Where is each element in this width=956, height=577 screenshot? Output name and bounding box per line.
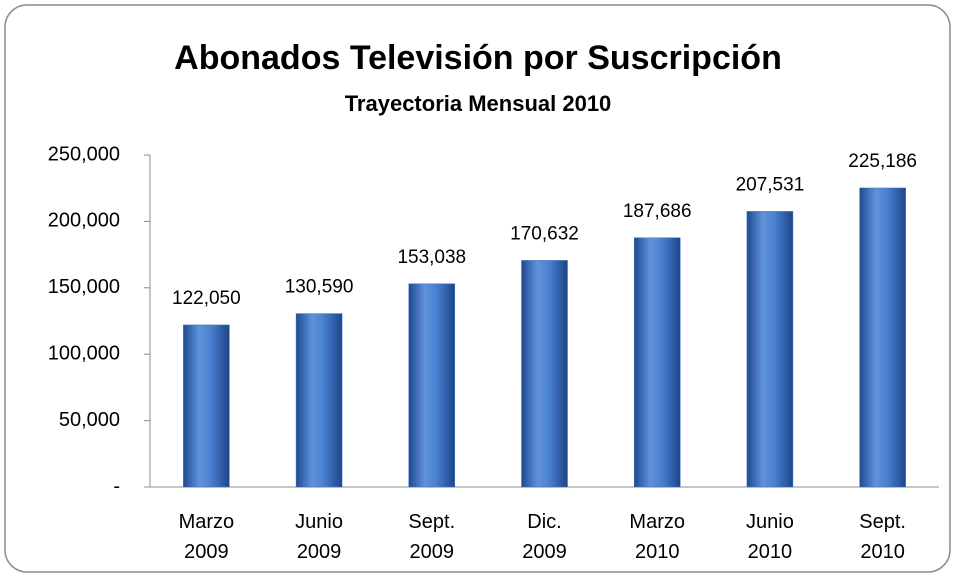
chart-subtitle: Trayectoria Mensual 2010 [345,91,612,116]
y-tick-label: 150,000 [48,276,120,298]
bar [183,324,230,488]
y-tick-label: 50,000 [59,409,120,431]
x-tick-label: Sept. 2010 [859,511,906,563]
y-tick-label: 200,000 [48,210,120,232]
value-label: 187,686 [623,201,692,222]
x-tick-label: Sept. 2009 [408,511,455,563]
value-label: 170,632 [510,223,579,244]
x-tick-label: Dic. 2009 [522,511,567,563]
value-label: 207,531 [736,174,805,195]
bar [295,313,343,488]
value-label: 122,050 [172,288,241,309]
bar [746,211,794,488]
value-label: 225,186 [848,151,917,172]
bar [633,237,681,488]
bar [859,187,906,488]
x-tick-label: Marzo 2010 [629,511,685,563]
chart-title: Abonados Televisión por Suscripción [174,39,782,77]
y-tick-label: 250,000 [48,143,120,165]
bar [408,283,456,488]
x-tick-label: Marzo 2009 [179,511,235,563]
x-tick-label: Junio 2009 [295,511,343,563]
chart-frame [4,4,951,573]
y-tick-label: - [113,475,120,497]
y-tick-label: 100,000 [48,342,120,364]
value-label: 153,038 [397,247,466,268]
value-label: 130,590 [285,277,354,298]
bar [521,260,568,488]
x-tick-label: Junio 2010 [746,511,794,563]
